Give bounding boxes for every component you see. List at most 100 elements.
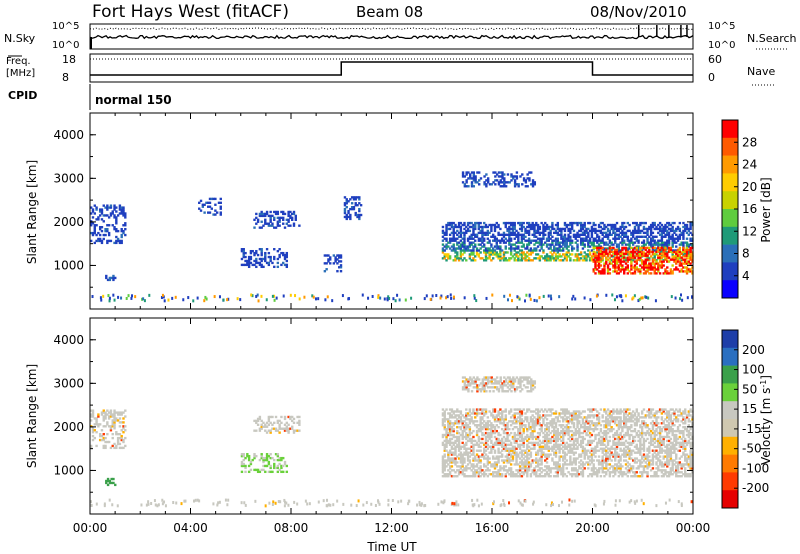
velocity-cell: [547, 455, 551, 458]
power-cell: [486, 179, 490, 182]
velocity-cell: [499, 418, 502, 421]
power-cell: [651, 235, 655, 238]
power-cell: [687, 243, 691, 246]
power-cell: [597, 258, 601, 261]
power-cell: [682, 245, 685, 248]
power-cell: [276, 220, 280, 223]
power-cell: [592, 227, 595, 231]
velocity-cell: [597, 422, 601, 425]
power-cell: [475, 235, 479, 238]
power-cell: [612, 237, 615, 240]
power-cell: [459, 243, 463, 246]
power-cell: [481, 231, 484, 235]
velocity-cell: [536, 422, 540, 425]
power-cell: [667, 237, 671, 240]
nave-label: Nave: [747, 65, 775, 78]
velocity-cell: [511, 449, 515, 452]
velocity-cell: [443, 463, 446, 466]
velocity-cell: [269, 464, 272, 468]
power-cell: [501, 175, 504, 178]
power-cell: [589, 298, 592, 302]
velocity-cell: [535, 453, 538, 456]
power-cell: [614, 248, 617, 252]
velocity-cell: [583, 453, 586, 456]
velocity-cell: [558, 447, 561, 450]
velocity-cell: [91, 438, 95, 442]
velocity-cell: [465, 408, 468, 411]
velocity-cell: [529, 427, 533, 431]
velocity-cell: [513, 416, 516, 419]
power-cell: [271, 214, 274, 218]
cpid-program: normal 150: [95, 93, 172, 107]
power-cell: [671, 264, 674, 267]
velocity-cell: [587, 420, 590, 423]
velocity-cell: [570, 433, 574, 437]
power-cell: [490, 225, 493, 229]
power-cell: [585, 259, 588, 262]
power-cell: [687, 227, 691, 231]
power-cell: [617, 251, 621, 254]
power-cell: [520, 229, 524, 233]
power-cell: [509, 233, 513, 237]
power-cell: [108, 278, 112, 282]
velocity-cell: [95, 431, 98, 434]
power-cell: [637, 254, 640, 257]
velocity-cell: [504, 447, 507, 450]
power-cell: [626, 268, 629, 271]
velocity-cell: [479, 427, 482, 431]
power-cell: [601, 246, 604, 250]
velocity-cell: [447, 475, 450, 478]
power-cell: [111, 224, 114, 227]
velocity-cell: [486, 427, 490, 431]
power-cell: [113, 226, 116, 229]
power-cell: [479, 231, 482, 235]
velocity-cell: [526, 459, 529, 462]
power-cell: [479, 247, 482, 250]
power-cell: [249, 251, 253, 255]
power-cell: [637, 241, 640, 244]
velocity-cell: [504, 426, 507, 429]
power-cell: [486, 241, 490, 244]
power-cell: [536, 253, 540, 256]
power-cell: [529, 297, 532, 301]
power-cell: [511, 227, 515, 231]
power-cell: [470, 185, 474, 188]
velocity-cell: [551, 439, 554, 443]
power-cell: [255, 257, 258, 261]
velocity-cell: [242, 458, 245, 462]
velocity-cell: [518, 433, 522, 437]
velocity-cell: [253, 429, 256, 432]
power-cell: [124, 216, 127, 219]
velocity-cell: [574, 459, 577, 462]
power-cell: [673, 250, 676, 253]
velocity-cell: [502, 441, 506, 445]
power-cell: [527, 237, 531, 240]
power-cell: [513, 227, 516, 231]
velocity-cell: [569, 439, 572, 443]
velocity-cell: [578, 455, 581, 458]
power-cell: [680, 231, 683, 235]
velocity-cell: [454, 475, 457, 478]
power-cell: [596, 239, 599, 242]
velocity-cell: [280, 421, 283, 425]
velocity-cell: [526, 416, 529, 419]
power-cell: [258, 257, 262, 261]
velocity-cell: [590, 422, 594, 425]
velocity-cell: [526, 433, 529, 437]
power-cell: [565, 257, 568, 260]
power-cell: [630, 253, 633, 256]
velocity-cell: [104, 425, 107, 428]
power-cell: [276, 261, 280, 265]
power-cell: [651, 239, 655, 242]
power-cell: [506, 298, 509, 302]
velocity-cell: [497, 473, 500, 476]
velocity-cell: [90, 444, 93, 448]
velocity-cell: [274, 466, 278, 470]
power-cell: [118, 212, 122, 215]
velocity-cell: [508, 457, 511, 460]
power-cell: [329, 258, 332, 261]
power-cell: [685, 262, 689, 265]
power-cell: [549, 229, 552, 233]
power-cell: [673, 237, 676, 240]
velocity-cell: [463, 461, 466, 464]
